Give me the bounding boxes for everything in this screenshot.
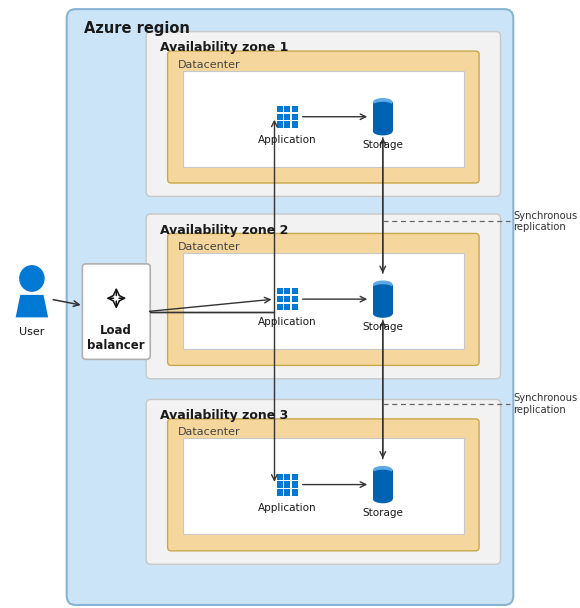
Text: Synchronous
replication: Synchronous replication xyxy=(513,210,578,232)
Bar xyxy=(292,106,298,112)
Bar xyxy=(277,296,282,302)
Bar xyxy=(183,253,464,349)
Bar xyxy=(292,288,298,294)
Text: Datacenter: Datacenter xyxy=(178,60,241,69)
Bar xyxy=(292,304,298,310)
Text: Availability zone 1: Availability zone 1 xyxy=(160,41,288,54)
Bar xyxy=(277,482,282,488)
Bar xyxy=(292,474,298,480)
FancyBboxPatch shape xyxy=(168,51,479,183)
Bar xyxy=(277,122,282,128)
Bar xyxy=(373,285,393,314)
Bar xyxy=(373,102,393,131)
Ellipse shape xyxy=(373,466,393,474)
FancyBboxPatch shape xyxy=(168,419,479,551)
Bar xyxy=(277,489,282,496)
Polygon shape xyxy=(16,295,48,317)
Bar xyxy=(284,304,290,310)
Bar xyxy=(284,122,290,128)
Text: Availability zone 3: Availability zone 3 xyxy=(160,409,288,422)
Text: Storage: Storage xyxy=(362,140,403,150)
Text: Datacenter: Datacenter xyxy=(178,242,241,252)
Bar xyxy=(277,304,282,310)
Ellipse shape xyxy=(373,102,393,108)
Ellipse shape xyxy=(373,285,393,291)
Bar xyxy=(292,489,298,496)
Ellipse shape xyxy=(373,470,393,476)
Text: User: User xyxy=(19,327,45,337)
Ellipse shape xyxy=(373,280,393,289)
Text: Azure region: Azure region xyxy=(84,21,190,36)
Text: Application: Application xyxy=(258,135,317,145)
Text: Synchronous
replication: Synchronous replication xyxy=(513,393,578,415)
Bar xyxy=(292,122,298,128)
Bar xyxy=(284,106,290,112)
FancyBboxPatch shape xyxy=(146,399,501,564)
Text: Application: Application xyxy=(258,317,317,327)
Bar xyxy=(277,106,282,112)
Bar xyxy=(284,482,290,488)
Text: Application: Application xyxy=(258,503,317,513)
Bar xyxy=(277,474,282,480)
Text: Storage: Storage xyxy=(362,322,403,332)
FancyBboxPatch shape xyxy=(67,9,513,605)
Bar xyxy=(292,114,298,120)
Bar xyxy=(277,114,282,120)
FancyBboxPatch shape xyxy=(82,264,150,359)
Bar xyxy=(292,482,298,488)
Text: Storage: Storage xyxy=(362,508,403,517)
Bar xyxy=(284,474,290,480)
Text: Load
balancer: Load balancer xyxy=(88,323,145,352)
Bar xyxy=(277,288,282,294)
FancyBboxPatch shape xyxy=(146,214,501,379)
Bar xyxy=(284,296,290,302)
Bar xyxy=(292,296,298,302)
Bar xyxy=(183,438,464,534)
Bar xyxy=(284,489,290,496)
Circle shape xyxy=(19,265,45,292)
Bar xyxy=(373,470,393,499)
Text: Datacenter: Datacenter xyxy=(178,427,241,437)
Ellipse shape xyxy=(373,98,393,106)
Ellipse shape xyxy=(373,495,393,503)
Bar xyxy=(284,288,290,294)
Ellipse shape xyxy=(373,309,393,318)
Bar xyxy=(284,114,290,120)
Bar xyxy=(183,71,464,167)
Text: Availability zone 2: Availability zone 2 xyxy=(160,224,288,237)
Ellipse shape xyxy=(373,127,393,136)
FancyBboxPatch shape xyxy=(168,233,479,365)
FancyBboxPatch shape xyxy=(146,32,501,196)
